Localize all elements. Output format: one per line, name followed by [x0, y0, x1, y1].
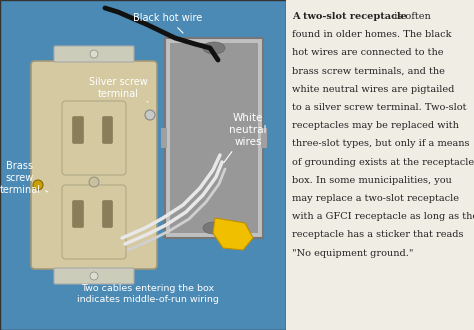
FancyBboxPatch shape — [54, 268, 134, 284]
Bar — [170, 43, 258, 233]
Text: three-slot types, but only if a means: three-slot types, but only if a means — [292, 139, 470, 148]
Text: Two cables entering the box
indicates middle-of-run wiring: Two cables entering the box indicates mi… — [77, 284, 219, 304]
FancyBboxPatch shape — [31, 61, 157, 269]
Bar — [165, 38, 263, 238]
Polygon shape — [213, 218, 253, 250]
FancyBboxPatch shape — [62, 101, 126, 175]
Circle shape — [89, 177, 99, 187]
Bar — [161, 128, 167, 148]
Text: of grounding exists at the receptacle: of grounding exists at the receptacle — [292, 158, 474, 167]
Ellipse shape — [203, 42, 225, 54]
Text: Brass
screw
terminal: Brass screw terminal — [0, 161, 48, 195]
Bar — [286, 0, 474, 330]
FancyBboxPatch shape — [54, 46, 134, 62]
Text: "No equipment ground.": "No equipment ground." — [292, 248, 413, 258]
Text: brass screw terminals, and the: brass screw terminals, and the — [292, 67, 445, 76]
Text: is often: is often — [391, 12, 431, 21]
Bar — [261, 128, 267, 148]
FancyBboxPatch shape — [73, 201, 83, 227]
Circle shape — [90, 272, 98, 280]
Text: found in older homes. The black: found in older homes. The black — [292, 30, 452, 39]
Ellipse shape — [203, 222, 225, 234]
Text: may replace a two-slot receptacle: may replace a two-slot receptacle — [292, 194, 459, 203]
Text: hot wires are connected to the: hot wires are connected to the — [292, 49, 444, 57]
Text: white neutral wires are pigtailed: white neutral wires are pigtailed — [292, 85, 455, 94]
FancyBboxPatch shape — [102, 116, 112, 144]
FancyBboxPatch shape — [73, 116, 83, 144]
Text: receptacle has a sticker that reads: receptacle has a sticker that reads — [292, 230, 464, 239]
Text: Black hot wire: Black hot wire — [133, 13, 202, 33]
Circle shape — [90, 50, 98, 58]
Text: receptacles may be replaced with: receptacles may be replaced with — [292, 121, 459, 130]
Circle shape — [33, 180, 43, 190]
Text: A two-slot receptacle: A two-slot receptacle — [292, 12, 407, 21]
FancyBboxPatch shape — [62, 185, 126, 259]
Bar — [0, 0, 286, 330]
Text: Silver screw
terminal: Silver screw terminal — [89, 77, 148, 102]
Text: with a GFCI receptacle as long as the: with a GFCI receptacle as long as the — [292, 212, 474, 221]
Text: White
neutral
wires: White neutral wires — [224, 114, 267, 163]
Circle shape — [145, 110, 155, 120]
Text: to a silver screw terminal. Two-slot: to a silver screw terminal. Two-slot — [292, 103, 466, 112]
FancyBboxPatch shape — [102, 201, 112, 227]
Text: box. In some municipalities, you: box. In some municipalities, you — [292, 176, 452, 185]
